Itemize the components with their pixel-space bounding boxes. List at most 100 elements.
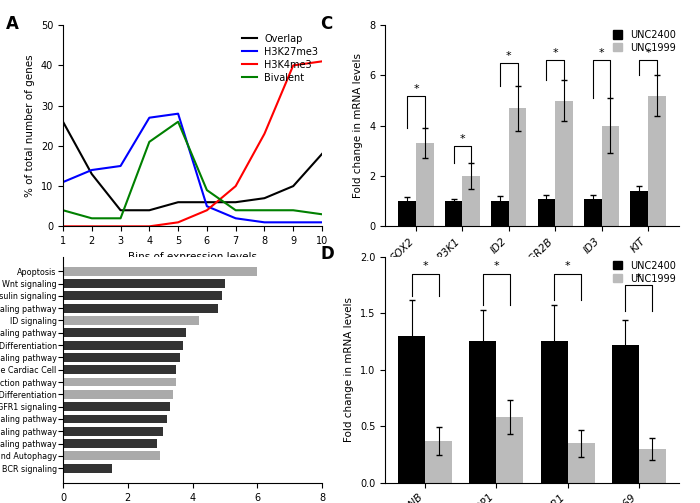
Line: H3K27me3: H3K27me3 [63, 114, 322, 222]
Overlap [318, 151, 326, 157]
Text: D: D [321, 245, 334, 263]
Bar [63, 464, 111, 473]
Text: *: * [598, 48, 604, 58]
Line: Overlap: Overlap [63, 122, 322, 210]
H3K27me3 [116, 163, 125, 169]
Bar [63, 390, 173, 399]
Bar [612, 345, 638, 483]
Text: *: * [460, 134, 466, 144]
Y-axis label: % of total number of genes: % of total number of genes [25, 54, 35, 197]
H3K27me3 [289, 219, 298, 225]
H3K27me3 [232, 215, 240, 221]
Bar [648, 96, 666, 226]
H3K27me3 [88, 167, 96, 173]
Bar [63, 451, 160, 460]
Bar [63, 304, 218, 312]
Overlap [145, 207, 153, 213]
Text: *: * [413, 83, 419, 94]
Overlap [116, 207, 125, 213]
Bar [63, 427, 163, 436]
Bar [555, 101, 573, 226]
Line: Bivalent: Bivalent [63, 122, 322, 218]
Bar [463, 176, 480, 226]
Bar [584, 199, 601, 226]
Bar [63, 267, 258, 276]
Bar [568, 443, 594, 483]
Bivalent [145, 139, 153, 145]
H3K27me3 [260, 219, 269, 225]
Text: *: * [506, 51, 512, 61]
Overlap [232, 199, 240, 205]
Legend: Overlap, H3K27me3, H3K4me3, Bivalent: Overlap, H3K27me3, H3K4me3, Bivalent [238, 30, 322, 87]
Bar [63, 414, 167, 424]
Bar [426, 441, 452, 483]
Overlap [289, 183, 298, 189]
Bar [63, 353, 179, 362]
Bivalent [59, 207, 67, 213]
H3K4me3 [88, 223, 96, 229]
Bar [491, 201, 509, 226]
Bar [538, 199, 555, 226]
Y-axis label: Fold change in mRNA levels: Fold change in mRNA levels [344, 297, 354, 442]
Text: A: A [6, 15, 19, 33]
Bar [398, 336, 426, 483]
Overlap [88, 171, 96, 177]
H3K27me3 [59, 179, 67, 185]
H3K27me3 [174, 111, 182, 117]
Bivalent [232, 207, 240, 213]
Text: C: C [321, 15, 332, 33]
Legend: UNC2400, UNC1999: UNC2400, UNC1999 [609, 257, 680, 288]
Bar [63, 378, 176, 386]
H3K4me3 [289, 62, 298, 68]
Bar [63, 439, 157, 448]
Bar [470, 342, 496, 483]
Bar [631, 191, 648, 226]
Line: H3K4me3: H3K4me3 [63, 61, 322, 226]
H3K4me3 [116, 223, 125, 229]
H3K4me3 [174, 219, 182, 225]
H3K4me3 [145, 223, 153, 229]
H3K4me3 [318, 58, 326, 64]
Bar [638, 449, 666, 483]
Bar [416, 143, 433, 226]
Y-axis label: Fold change in mRNA levels: Fold change in mRNA levels [354, 53, 363, 198]
Text: *: * [552, 48, 558, 58]
H3K4me3 [203, 207, 211, 213]
Overlap [174, 199, 182, 205]
Bar [496, 417, 524, 483]
Legend: UNC2400, UNC1999: UNC2400, UNC1999 [609, 26, 680, 57]
H3K27me3 [203, 203, 211, 209]
Text: *: * [636, 273, 641, 283]
Bar [63, 402, 170, 411]
Bivalent [88, 215, 96, 221]
Bar [444, 201, 463, 226]
Bivalent [289, 207, 298, 213]
Text: *: * [494, 261, 499, 271]
H3K4me3 [232, 183, 240, 189]
Bivalent [174, 119, 182, 125]
Bivalent [203, 187, 211, 193]
H3K4me3 [59, 223, 67, 229]
Bar [63, 365, 176, 374]
Bar [63, 316, 199, 325]
Bar [63, 279, 225, 288]
Overlap [203, 199, 211, 205]
Bivalent [260, 207, 269, 213]
Text: *: * [423, 261, 428, 271]
Bar [63, 341, 183, 350]
Bar [398, 201, 416, 226]
X-axis label: Bins of expression levels: Bins of expression levels [128, 252, 257, 262]
Bivalent [116, 215, 125, 221]
H3K4me3 [260, 131, 269, 137]
Text: *: * [645, 48, 651, 58]
Bar [63, 291, 222, 300]
H3K27me3 [318, 219, 326, 225]
Bar [540, 342, 568, 483]
Bar [63, 328, 186, 337]
Bar [509, 108, 526, 226]
Overlap [59, 119, 67, 125]
Text: *: * [565, 261, 570, 271]
Bar [601, 126, 620, 226]
H3K27me3 [145, 115, 153, 121]
Overlap [260, 195, 269, 201]
